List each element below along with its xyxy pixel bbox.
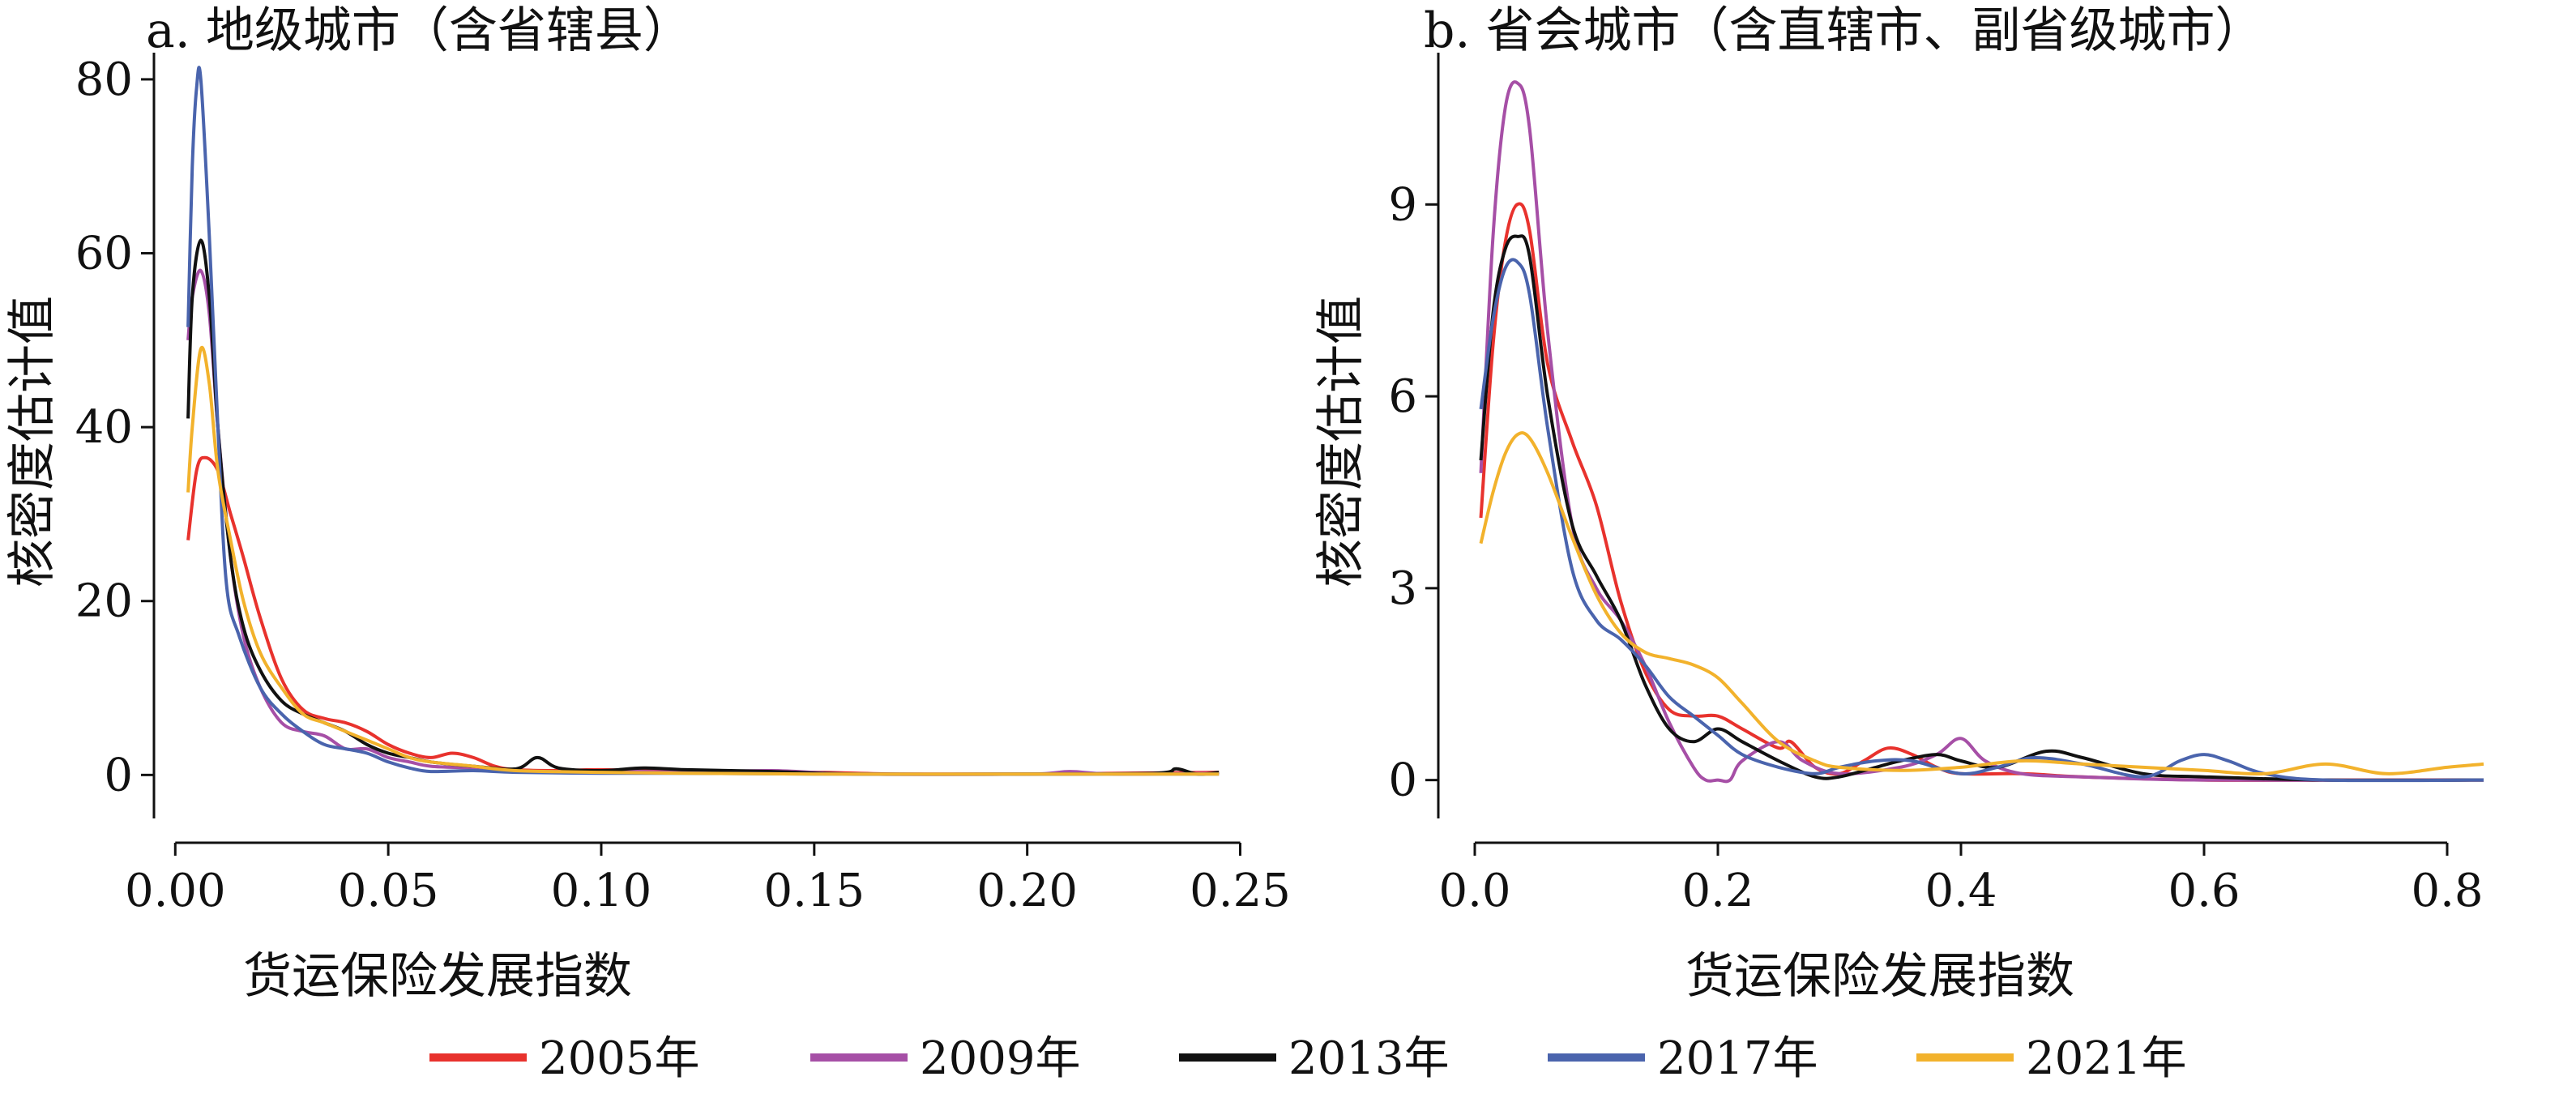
legend: 2005年 2009年 2013年 2017年 2021年 (429, 1032, 2187, 1085)
panel-a-y-tick-label: 80 (75, 53, 133, 106)
legend-label: 2013年 (1288, 1032, 1450, 1085)
panel-a-x-axis-label: 货运保险发展指数 (243, 948, 632, 1005)
panel-a-y-tick-label: 0 (104, 749, 133, 801)
panel-a-x-tick-label: 0.10 (551, 865, 652, 917)
panel-a-y-tick-label: 40 (75, 401, 133, 454)
panel-a-series-line-2017年 (186, 66, 1220, 776)
panel-b-series-line-2005年 (1479, 202, 2484, 782)
panel-a-series-line-2009年 (186, 268, 1220, 776)
panel-a-x-tick-label: 0.15 (763, 865, 865, 917)
panel-a-y-tick-label: 60 (75, 228, 133, 280)
panel-b-x-tick-label: 0.6 (2168, 865, 2240, 917)
panel-b-series-line-2009年 (1479, 80, 2484, 784)
panel-b-x-tick-label: 0.0 (1438, 865, 1510, 917)
panel-a-y-tick-label: 20 (75, 575, 133, 628)
panel-b-x-tick-label: 0.8 (2411, 865, 2483, 917)
panel-a-y-axis-label: 核密度估计值 (4, 296, 61, 587)
legend-label: 2005年 (539, 1032, 700, 1085)
panel-b-x-tick-label: 0.4 (1925, 865, 1997, 917)
panel-b-y-axis-label: 核密度估计值 (1313, 296, 1369, 587)
panel-b-y-tick-label: 9 (1388, 178, 1417, 231)
panel-b-series-line-2021年 (1479, 431, 2484, 776)
panel-b-title: b. 省会城市（含直辖市、副省级城市） (1424, 2, 2264, 59)
panel-b-series-line-2013年 (1479, 234, 2484, 782)
panel-b-x-axis-label: 货运保险发展指数 (1685, 948, 2074, 1005)
panel-a-series-line-2021年 (186, 345, 1220, 776)
panel-b-y-tick-label: 3 (1388, 562, 1417, 615)
panel-b: b. 省会城市（含直辖市、副省级城市） 货运保险发展指数 核密度估计值 0 3 6 9… (1313, 2, 2484, 1005)
panel-a-series-line-2005年 (186, 455, 1220, 776)
panel-a-x-tick-label: 0.00 (125, 865, 226, 917)
legend-label: 2009年 (920, 1032, 1081, 1085)
legend-label: 2017年 (1657, 1032, 1818, 1085)
panel-a-series-line-2013年 (186, 238, 1220, 776)
panel-b-series-line-2017年 (1479, 258, 2484, 783)
panel-a-x-tick-label: 0.20 (976, 865, 1078, 917)
panel-a-x-tick-label: 0.05 (338, 865, 439, 917)
panel-b-y-tick-label: 6 (1388, 370, 1417, 423)
legend-label: 2021年 (2026, 1032, 2187, 1085)
panel-b-x-tick-label: 0.2 (1681, 865, 1754, 917)
panel-a-title: a. 地级城市（含省辖县） (146, 2, 692, 59)
panel-a-x-tick-label: 0.25 (1190, 865, 1291, 917)
panel-a: a. 地级城市（含省辖县） 货运保险发展指数 核密度估计值 0 20 40 60 80 0… (4, 2, 1291, 1005)
panel-b-y-tick-label: 0 (1388, 754, 1417, 807)
